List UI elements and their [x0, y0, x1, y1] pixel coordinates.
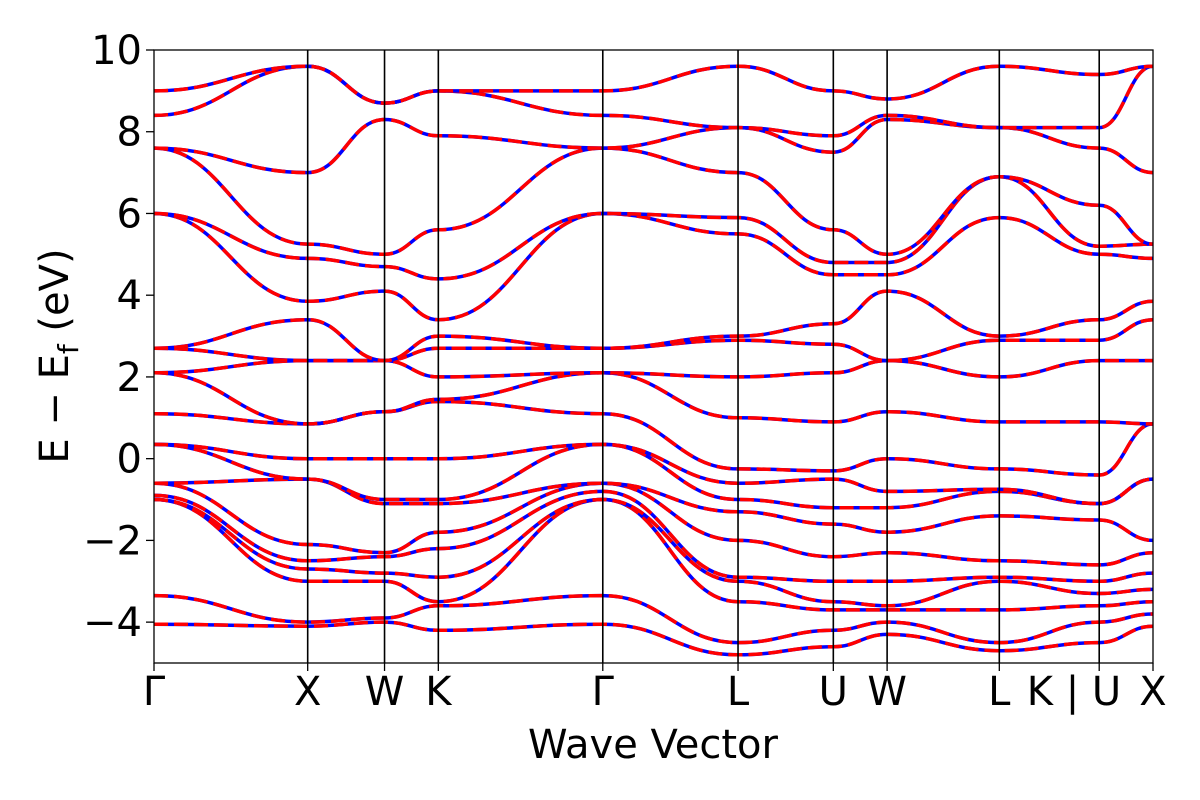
- y-tick-label: 6: [117, 191, 142, 237]
- band-line-blue: [154, 174, 1153, 281]
- x-tick-label: W: [867, 669, 907, 715]
- y-tick-label: −4: [83, 600, 142, 646]
- band-line-blue: [154, 64, 1153, 138]
- high-symmetry-lines: [306, 50, 1101, 663]
- band-line-blue: [154, 593, 1153, 645]
- band-line-red-dashed: [154, 489, 1153, 584]
- band-line-red-dashed: [154, 211, 1153, 322]
- band-line-blue: [154, 64, 1153, 105]
- y-axis-title-main: E − E: [32, 354, 78, 464]
- band-line-red-dashed: [154, 317, 1153, 363]
- band-line-red-dashed: [154, 174, 1153, 281]
- y-axis-title-subscript: f: [52, 343, 85, 354]
- y-axis-ticks: −4 −2 0 2 4 6 8 10: [83, 28, 154, 646]
- x-tick-label: W: [365, 669, 405, 715]
- band-line-red-dashed: [154, 399, 1153, 477]
- band-line-red-dashed: [154, 64, 1153, 138]
- y-tick-label: 2: [117, 355, 142, 401]
- band-line-red-dashed: [154, 371, 1153, 426]
- band-line-red-dashed: [154, 481, 1153, 567]
- band-line-red-dashed: [154, 442, 1153, 506]
- band-line-red-dashed: [154, 64, 1153, 105]
- y-axis-title-unit: (eV): [32, 248, 78, 344]
- y-tick-label: 10: [91, 28, 142, 74]
- band-line-blue: [154, 442, 1153, 506]
- band-lines: [154, 64, 1153, 657]
- band-line-blue: [154, 211, 1153, 322]
- x-tick-label: Γ: [143, 669, 166, 715]
- x-tick-label: K: [425, 669, 453, 715]
- x-tick-label: U: [819, 669, 848, 715]
- y-tick-label: 8: [117, 110, 142, 156]
- y-axis-title: E − Ef (eV): [32, 248, 85, 463]
- y-tick-label: −2: [83, 518, 142, 564]
- plot-frame: [153, 49, 1154, 664]
- band-line-red-dashed: [154, 593, 1153, 645]
- band-line-blue: [154, 317, 1153, 363]
- x-tick-label: X: [1139, 669, 1166, 715]
- band-line-blue: [154, 146, 1153, 257]
- band-line-red-dashed: [154, 289, 1153, 363]
- band-line-blue: [154, 477, 1153, 543]
- y-tick-label: 4: [117, 273, 142, 319]
- band-line-blue: [154, 371, 1153, 426]
- x-tick-label: K | U: [1027, 669, 1121, 715]
- band-line-red-dashed: [154, 442, 1153, 510]
- x-tick-label: Γ: [592, 669, 615, 715]
- band-line-blue: [154, 399, 1153, 477]
- x-tick-label: L: [727, 669, 750, 715]
- x-tick-label: L: [988, 669, 1011, 715]
- x-tick-label: X: [294, 669, 321, 715]
- x-axis-title: Wave Vector: [528, 722, 779, 768]
- band-line-red-dashed: [154, 358, 1153, 379]
- y-tick-label: 0: [117, 437, 142, 483]
- band-line-red-dashed: [154, 146, 1153, 257]
- band-line-blue: [154, 620, 1153, 657]
